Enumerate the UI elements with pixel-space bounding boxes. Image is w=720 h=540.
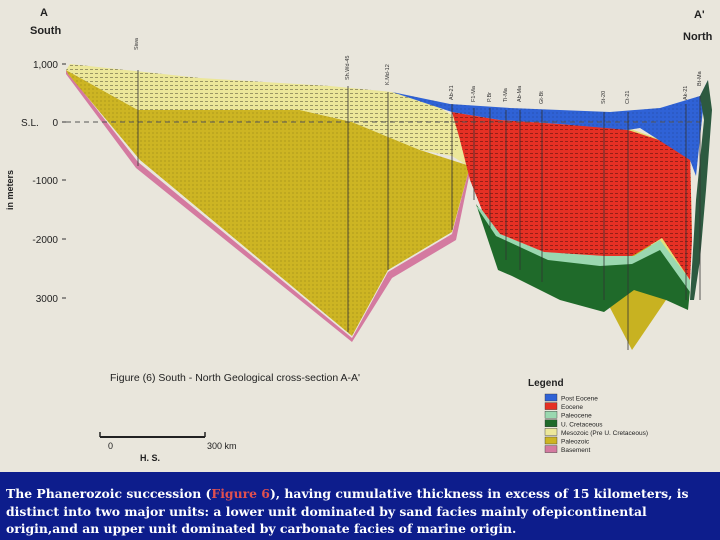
legend-swatch — [544, 419, 558, 427]
well-label: F1-Ma — [471, 85, 477, 102]
y-tick-minus-1000: -1000 — [32, 176, 58, 187]
mesozoic-texture — [66, 64, 470, 156]
eocene-texture — [452, 112, 692, 280]
y-tick-minus-2000: -2000 — [32, 235, 58, 246]
legend-swatch — [544, 411, 558, 419]
paleozoic-texture — [66, 70, 470, 336]
well-label: Bt-Ma — [697, 70, 703, 86]
well-label: Ct-21 — [625, 91, 631, 104]
y-tick-0: 0 — [52, 118, 58, 129]
well-label: Sh.Wd-45 — [345, 56, 351, 80]
legend-swatch — [544, 402, 558, 410]
legend-swatch — [544, 445, 558, 453]
y-tick-3000: 3000 — [36, 294, 59, 305]
right-edge-unit — [690, 80, 712, 300]
well-lines — [137, 70, 701, 350]
post-eocene-texture — [392, 80, 708, 176]
well-label: Ab-21 — [449, 85, 455, 100]
well-label: Ab-Ma — [517, 85, 523, 102]
well-label: Ti-Ma — [503, 87, 509, 102]
legend-title: Legend — [528, 378, 564, 389]
caption-figure-ref: Figure 6 — [211, 486, 270, 501]
legend-swatch — [544, 428, 558, 436]
south-label: South — [30, 25, 61, 37]
legend-label: U. Cretaceous — [561, 421, 603, 428]
scale-units: H. S. — [140, 453, 160, 463]
legend-label: Paleocene — [561, 413, 592, 420]
well-names: Siwa Sh.Wd-45 K.Md-12 Ab-21 F1-Ma P.Br T… — [134, 37, 703, 104]
well-label: Ak-21 — [683, 86, 689, 100]
geological-cross-section-figure: A South A' North in meters 1,000 0 S.L. … — [0, 0, 720, 472]
legend-label: Post Eocene — [561, 396, 598, 403]
north-label: North — [683, 31, 713, 43]
legend-swatch — [544, 436, 558, 445]
legend-label: Eocene — [561, 404, 583, 411]
well-label: St-20 — [601, 91, 607, 104]
legend-label: Mesozoic (Pre U. Cretaceous) — [561, 430, 648, 437]
caption-after: ), having cumulative thickness in excess… — [6, 486, 689, 536]
legend-label: Paleozoic — [561, 439, 590, 446]
well-label: K.Md-12 — [385, 64, 391, 85]
sea-level-label: S.L. — [21, 118, 39, 129]
y-axis-label: in meters — [5, 170, 15, 210]
well-label: Siwa — [134, 37, 140, 50]
figure-title: Figure (6) South - North Geological cros… — [110, 372, 360, 384]
legend-swatch — [544, 393, 558, 402]
y-tick-1000: 1,000 — [33, 60, 58, 71]
well-label: P.Br — [487, 92, 493, 102]
scale-end: 300 km — [207, 441, 237, 451]
well-label: Gt-Bt — [539, 91, 545, 104]
section-end-label: A' — [694, 9, 705, 21]
caption-bar — [0, 472, 720, 540]
scale-start: 0 — [108, 441, 113, 451]
legend-label: Basement — [561, 447, 590, 454]
caption-text: The Phanerozoic succession (Figure 6), h… — [6, 485, 712, 538]
u-cretaceous-unit — [476, 204, 690, 312]
paleocene-unit — [476, 206, 690, 292]
caption-before: The Phanerozoic succession ( — [6, 486, 212, 501]
scale-bar: 0 300 km H. S. — [99, 432, 237, 463]
section-start-label: A — [40, 7, 48, 19]
